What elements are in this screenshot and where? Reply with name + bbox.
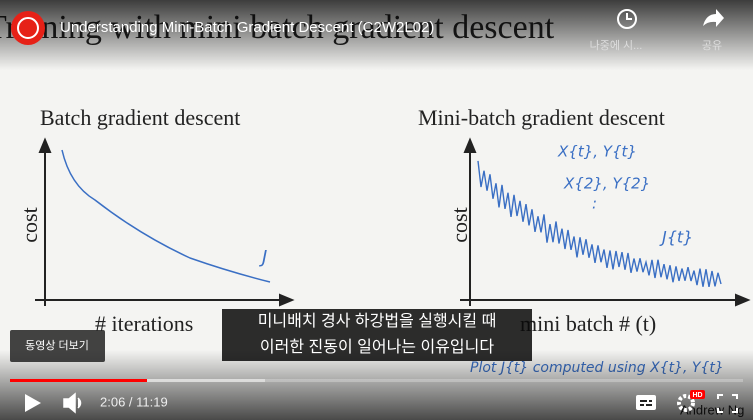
note: : bbox=[592, 195, 597, 213]
note: X{2}, Y{2} bbox=[563, 175, 650, 193]
noisy-cost-curve bbox=[477, 160, 722, 288]
share-icon[interactable] bbox=[703, 9, 724, 27]
video-title[interactable]: Understanding Mini-Batch Gradient Descen… bbox=[60, 19, 434, 36]
channel-avatar[interactable] bbox=[11, 11, 45, 45]
watch-later-icon[interactable] bbox=[617, 9, 637, 29]
left-title: Batch gradient descent bbox=[40, 105, 240, 130]
bottom-gradient bbox=[0, 350, 753, 420]
fullscreen-button[interactable] bbox=[717, 394, 738, 413]
note: J{t} bbox=[659, 228, 693, 247]
cost-curve bbox=[61, 149, 271, 283]
left-y-label: cost bbox=[17, 207, 42, 242]
right-x-label: mini batch # (t) bbox=[520, 311, 656, 336]
subtitles-button[interactable] bbox=[636, 395, 656, 410]
left-note: J bbox=[259, 247, 267, 268]
subtitle-line: 이러한 진동이 일어나는 이유입니다 bbox=[260, 338, 494, 356]
note: X{t}, Y{t} bbox=[557, 143, 637, 161]
settings-button[interactable] bbox=[677, 394, 695, 412]
played-bar bbox=[10, 379, 147, 382]
subtitle-box bbox=[222, 335, 532, 361]
left-x-label: # iterations bbox=[95, 311, 193, 336]
play-button[interactable] bbox=[25, 394, 41, 412]
more-videos-button[interactable] bbox=[10, 330, 105, 362]
clock-hands bbox=[626, 13, 632, 20]
hd-badge bbox=[690, 390, 705, 399]
volume-button[interactable] bbox=[63, 392, 82, 414]
right-y-label: cost bbox=[447, 207, 472, 242]
subtitle-line: 미니배치 경사 하강법을 실행시킬 때 bbox=[258, 312, 497, 330]
watch-later-label[interactable]: 나중에 시... bbox=[590, 39, 643, 52]
left-axes bbox=[35, 137, 295, 307]
subtitle-box bbox=[222, 309, 532, 335]
hd-label: HD bbox=[692, 392, 702, 399]
progress-track[interactable] bbox=[10, 379, 743, 382]
more-videos-label[interactable]: 동영상 더보기 bbox=[25, 339, 89, 352]
right-title: Mini-batch gradient descent bbox=[418, 105, 665, 130]
avatar-ring bbox=[17, 17, 39, 39]
share-label[interactable]: 공유 bbox=[702, 39, 722, 52]
top-gradient bbox=[0, 0, 753, 70]
subtitles-glyph bbox=[640, 400, 652, 406]
right-axes bbox=[460, 137, 751, 307]
time-display: 2:06 / 11:19 bbox=[100, 394, 168, 409]
